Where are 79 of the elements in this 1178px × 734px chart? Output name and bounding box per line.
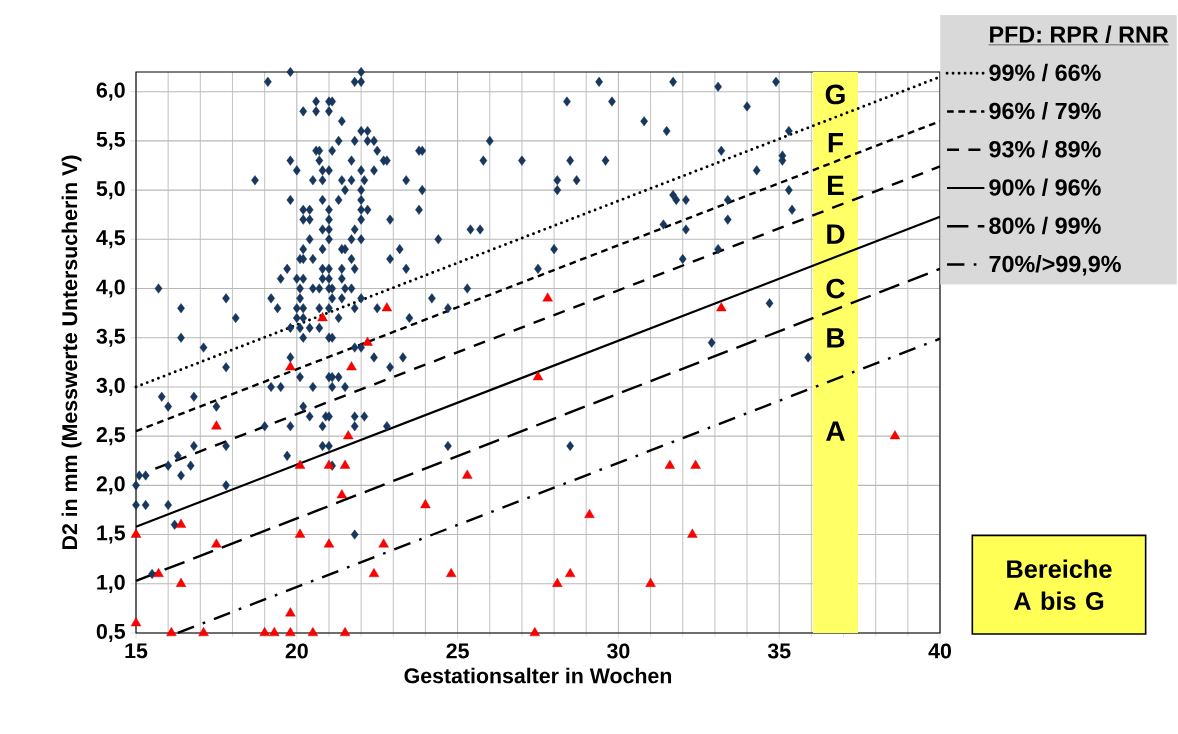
point xyxy=(175,577,187,587)
point xyxy=(336,489,347,499)
x-tick-label: 15 xyxy=(125,643,148,659)
y-tick-label: 1,5 xyxy=(97,525,126,544)
legend-label: 80% / 99% xyxy=(989,216,1101,235)
x-tick-label: 30 xyxy=(607,643,630,659)
point xyxy=(307,627,319,637)
point xyxy=(269,627,280,637)
x-tick-label: 20 xyxy=(285,643,308,659)
y-tick-label: 4,5 xyxy=(96,230,126,249)
point xyxy=(259,627,270,637)
annotation: E xyxy=(828,175,844,195)
annotation: F xyxy=(828,133,844,153)
text: Bereiche A bis G xyxy=(1007,559,1112,611)
point xyxy=(153,568,164,577)
y-tick-label: 3,5 xyxy=(96,328,126,347)
point xyxy=(130,528,142,538)
point xyxy=(362,336,373,346)
point xyxy=(716,302,727,312)
point xyxy=(664,459,676,469)
point xyxy=(462,469,473,479)
y-tick-label: 5,0 xyxy=(96,181,125,200)
point xyxy=(368,568,380,577)
legend-label: 96% / 79% xyxy=(989,102,1101,120)
y-tick-label: 6,0 xyxy=(96,82,125,101)
point xyxy=(285,607,296,617)
legend-label: 90% / 96% xyxy=(989,178,1101,196)
point xyxy=(446,568,457,577)
point xyxy=(130,617,142,627)
point xyxy=(542,292,553,302)
y-tick-label: 1,0 xyxy=(97,574,125,593)
point xyxy=(346,361,357,371)
point xyxy=(323,538,335,548)
point xyxy=(166,627,177,637)
point xyxy=(552,577,563,587)
legend-label: 99% / 66% xyxy=(989,63,1101,82)
point xyxy=(565,568,576,577)
point xyxy=(323,459,335,469)
annotation: A xyxy=(826,421,845,441)
x-tick-label: 40 xyxy=(928,643,951,659)
y-tick-label: 0,5 xyxy=(96,623,126,643)
y-tick-label: 2,5 xyxy=(96,427,126,446)
point xyxy=(211,538,222,548)
legend-label: 70%/>99,9% xyxy=(989,255,1121,276)
point xyxy=(645,577,656,587)
point xyxy=(317,312,328,322)
point xyxy=(339,459,351,469)
point xyxy=(285,627,296,637)
legend-label: 93% / 89% xyxy=(989,140,1101,158)
point xyxy=(294,459,306,469)
point xyxy=(889,430,901,440)
y-tick-label: 4,0 xyxy=(96,279,125,298)
point xyxy=(198,627,209,637)
y-tick-label: 5,5 xyxy=(96,131,126,150)
point xyxy=(532,371,544,381)
point xyxy=(211,420,222,430)
point xyxy=(584,508,595,518)
point xyxy=(294,528,306,538)
annotation: C xyxy=(826,278,845,299)
point xyxy=(343,430,354,440)
x-axis-title: Gestationsalter in Wochen xyxy=(404,667,672,684)
point xyxy=(378,538,389,548)
point xyxy=(339,627,351,637)
annotation: B xyxy=(827,328,845,348)
x-tick-label: 35 xyxy=(767,643,791,659)
annotation: D xyxy=(827,224,845,244)
y-tick-label: 2,0 xyxy=(96,476,125,495)
point xyxy=(687,528,698,538)
point xyxy=(285,361,296,371)
point xyxy=(175,518,187,528)
point xyxy=(381,302,393,312)
y-axis-title: D2 in mm (Messwerte Untersucherin V) xyxy=(61,155,82,550)
point xyxy=(420,499,431,509)
annotation: G xyxy=(825,84,845,105)
point xyxy=(690,459,701,469)
x-tick-label: 25 xyxy=(446,643,469,659)
legend-title: PFD: RPR / RNR xyxy=(990,25,1169,43)
y-tick-label: 3,0 xyxy=(96,377,125,397)
point xyxy=(529,627,540,637)
